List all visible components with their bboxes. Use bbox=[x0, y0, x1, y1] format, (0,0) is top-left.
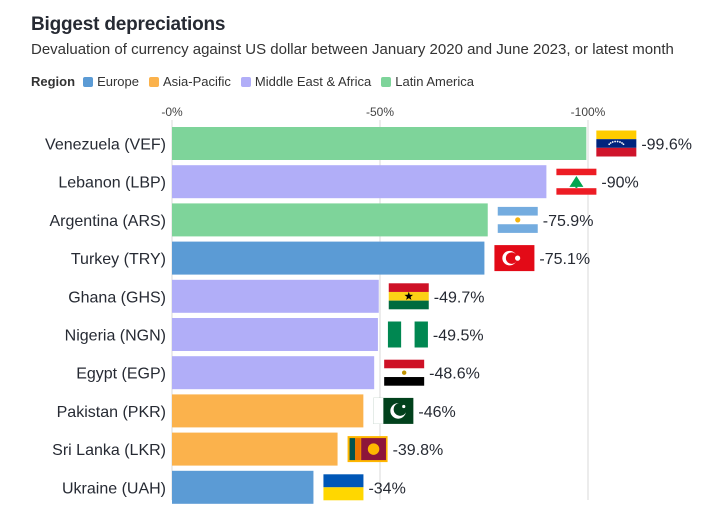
ghana-flag-icon bbox=[388, 283, 429, 310]
egypt-flag-icon bbox=[384, 359, 425, 386]
value-label: -49.5% bbox=[433, 328, 484, 345]
pakistan-flag-icon bbox=[373, 397, 414, 424]
nigeria-flag-icon bbox=[387, 321, 428, 348]
turkey-flag-icon bbox=[494, 245, 535, 272]
bar bbox=[172, 165, 547, 199]
bar bbox=[172, 203, 488, 237]
value-label: -34% bbox=[368, 480, 405, 497]
legend-swatch-asia-pacific bbox=[148, 76, 159, 87]
value-label: -46% bbox=[418, 404, 455, 421]
bar bbox=[172, 241, 485, 275]
lebanon-flag-icon bbox=[556, 168, 597, 195]
chart-title: Biggest depreciations bbox=[31, 14, 226, 35]
value-label: -90% bbox=[601, 175, 638, 192]
legend-label-asia-pacific: Asia-Pacific bbox=[162, 74, 231, 89]
category-label: Pakistan (PKR) bbox=[57, 404, 166, 421]
legend-item-asia-pacific: Asia-Pacific bbox=[148, 74, 231, 89]
x-tick-label: -50% bbox=[366, 105, 394, 119]
value-label: -49.7% bbox=[434, 289, 485, 306]
value-label: -48.6% bbox=[429, 366, 480, 383]
value-label: -75.1% bbox=[539, 251, 590, 268]
legend-label-middle-east-africa: Middle East & Africa bbox=[254, 74, 372, 89]
legend: Region Europe Asia-Pacific Middle East &… bbox=[31, 74, 484, 89]
category-label: Nigeria (NGN) bbox=[65, 328, 166, 345]
bar bbox=[172, 356, 375, 390]
bar bbox=[172, 318, 378, 351]
bar bbox=[172, 470, 314, 504]
argentina-flag-icon bbox=[497, 206, 538, 233]
x-tick-label: -0% bbox=[161, 105, 183, 119]
legend-title: Region bbox=[31, 74, 76, 89]
legend-swatch-middle-east-africa bbox=[240, 76, 251, 87]
venezuela-flag-icon bbox=[596, 130, 637, 157]
category-label: Ukraine (UAH) bbox=[62, 480, 166, 497]
bar bbox=[172, 394, 364, 428]
legend-item-middle-east-africa: Middle East & Africa bbox=[240, 74, 372, 89]
bar bbox=[172, 432, 338, 466]
legend-swatch-europe bbox=[83, 76, 94, 87]
category-label: Egypt (EGP) bbox=[76, 366, 166, 383]
category-label: Venezuela (VEF) bbox=[45, 137, 166, 154]
chart-subtitle: Devaluation of currency against US dolla… bbox=[31, 41, 674, 58]
category-label: Ghana (GHS) bbox=[68, 289, 166, 306]
value-label: -75.9% bbox=[543, 213, 594, 230]
category-label: Turkey (TRY) bbox=[71, 251, 166, 268]
value-label: -99.6% bbox=[641, 137, 692, 154]
bar bbox=[172, 127, 587, 160]
sri-lanka-flag-icon bbox=[347, 436, 388, 463]
bar bbox=[172, 279, 379, 313]
value-label: -39.8% bbox=[393, 442, 444, 459]
legend-label-latin-america: Latin America bbox=[395, 74, 474, 89]
category-label: Lebanon (LBP) bbox=[58, 175, 166, 192]
category-label: Sri Lanka (LKR) bbox=[52, 442, 166, 459]
legend-label-europe: Europe bbox=[97, 74, 139, 89]
legend-swatch-latin-america bbox=[381, 76, 392, 87]
category-label: Argentina (ARS) bbox=[50, 213, 167, 230]
ukraine-flag-icon bbox=[323, 474, 364, 501]
legend-item-europe: Europe bbox=[83, 74, 139, 89]
x-tick-label: -100% bbox=[571, 105, 606, 119]
legend-item-latin-america: Latin America bbox=[381, 74, 474, 89]
